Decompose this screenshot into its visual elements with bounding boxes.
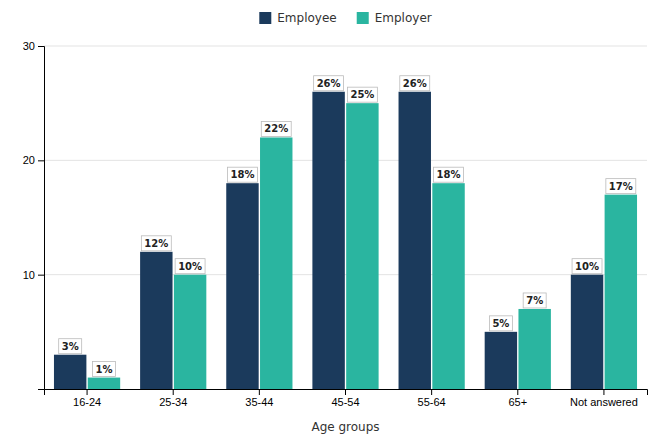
legend: Employee Employer [259, 11, 431, 25]
data-label: 22% [264, 123, 288, 134]
x-tick-mark [603, 389, 604, 395]
bar [54, 355, 86, 389]
data-label-box [175, 259, 205, 274]
bar [399, 92, 431, 389]
bar [571, 275, 603, 389]
data-label-box [59, 339, 82, 354]
bar [485, 332, 517, 389]
y-tick-mark [38, 275, 44, 276]
legend-item: Employee [259, 11, 336, 25]
grid [44, 46, 647, 275]
y-tick: 20 [23, 154, 44, 166]
data-label-box [227, 167, 257, 182]
legend-swatch [259, 12, 271, 24]
bar [432, 183, 464, 389]
x-axis-title: Age groups [311, 420, 379, 434]
data-label-box [572, 259, 602, 274]
data-label: 12% [144, 238, 168, 249]
data-label-box [400, 76, 430, 91]
bar [518, 309, 550, 389]
data-label-box [314, 76, 344, 91]
x-tick-mark [345, 389, 346, 395]
x-tick-mark [87, 389, 88, 395]
data-label: 10% [575, 261, 599, 272]
x-tick: 35-44 [245, 389, 273, 408]
legend-swatch [357, 12, 369, 24]
data-label-box [489, 316, 512, 331]
y-tick-mark [38, 46, 44, 47]
data-label-box [606, 179, 636, 194]
x-tick: 45-54 [331, 389, 359, 408]
x-tick-label: 25-34 [159, 396, 187, 408]
bar [226, 183, 258, 389]
bar [88, 378, 120, 389]
data-label: 7% [526, 295, 543, 306]
x-axis-line [45, 390, 648, 396]
x-tick: 25-34 [159, 389, 187, 408]
data-label: 18% [437, 169, 461, 180]
legend-item: Employer [357, 11, 432, 25]
x-tick: 65+ [508, 389, 527, 408]
bar [260, 137, 292, 389]
data-label-box [347, 87, 377, 102]
bar [346, 103, 378, 389]
y-tick-mark [38, 160, 44, 161]
bar-series [88, 103, 637, 389]
data-label: 25% [350, 89, 374, 100]
x-tick-label: 55-64 [418, 396, 446, 408]
data-label: 26% [403, 78, 427, 89]
x-tick-label: 45-54 [331, 396, 359, 408]
x-tick-label: 35-44 [245, 396, 273, 408]
y-axis: 10 20 30 [23, 40, 45, 389]
x-tick-mark [173, 389, 174, 395]
x-tick: Not answered [570, 389, 638, 408]
y-tick-label: 20 [23, 154, 35, 166]
y-tick-label: 30 [23, 40, 35, 52]
data-label: 5% [492, 318, 509, 329]
y-tick: 10 [23, 269, 44, 281]
data-label: 17% [609, 181, 633, 192]
data-label-box [92, 362, 115, 377]
grid-line [44, 160, 647, 161]
x-tick: 16-24 [73, 389, 101, 408]
x-tick-label: 65+ [508, 396, 527, 408]
bars [54, 92, 637, 389]
data-label: 26% [317, 78, 341, 89]
data-label: 1% [95, 364, 112, 375]
x-tick-mark [517, 389, 518, 395]
x-tick-label: Not answered [570, 396, 638, 408]
data-label-box [523, 293, 546, 308]
bar [174, 275, 206, 389]
y-tick: 30 [23, 40, 44, 52]
y-axis-line [38, 47, 45, 390]
data-label: 3% [62, 341, 79, 352]
bar [605, 195, 637, 389]
data-label-box [434, 167, 464, 182]
x-axis: 16-24 25-34 35-44 45-54 55-64 65+ Not answered [45, 389, 648, 408]
x-tick-mark [259, 389, 260, 395]
bar [140, 252, 172, 389]
chart: 10 20 30 16-24 25-34 35-44 45-54 55-64 65+ Not an… [0, 0, 667, 445]
grid-line [44, 46, 647, 47]
x-tick-label: 16-24 [73, 396, 101, 408]
x-tick-mark [431, 389, 432, 395]
plot: 10 20 30 16-24 25-34 35-44 45-54 55-64 65+ Not an… [23, 40, 648, 434]
bar-series [54, 92, 603, 389]
legend-label: Employer [375, 11, 432, 25]
data-label: 18% [230, 169, 254, 180]
data-labels: 3% 12% 18% 26% 26% 5% 10% 1% 10% 22% 25% 18% 7% 17% [59, 76, 636, 377]
data-label: 10% [178, 261, 202, 272]
grid-line [44, 274, 647, 275]
data-label-box [261, 121, 291, 136]
x-tick: 55-64 [418, 389, 446, 408]
data-label-box [141, 236, 171, 251]
legend-label: Employee [277, 11, 336, 25]
bar [312, 92, 344, 389]
y-tick-label: 10 [23, 269, 35, 281]
